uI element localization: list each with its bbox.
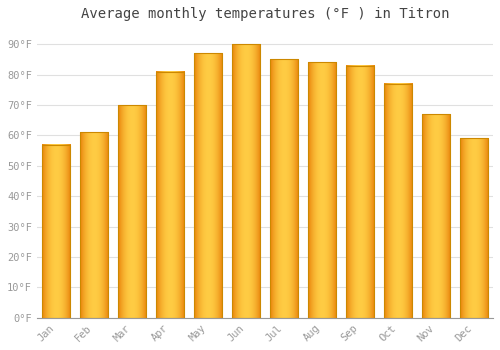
Bar — [460, 139, 488, 318]
Bar — [232, 44, 260, 318]
Title: Average monthly temperatures (°F ) in Titron: Average monthly temperatures (°F ) in Ti… — [80, 7, 449, 21]
Bar — [270, 60, 298, 318]
Bar — [156, 72, 184, 318]
Bar — [384, 84, 412, 318]
Bar — [118, 105, 146, 318]
Bar — [346, 65, 374, 318]
Bar — [42, 145, 70, 318]
Bar — [422, 114, 450, 318]
Bar — [80, 132, 108, 318]
Bar — [194, 54, 222, 318]
Bar — [308, 63, 336, 318]
